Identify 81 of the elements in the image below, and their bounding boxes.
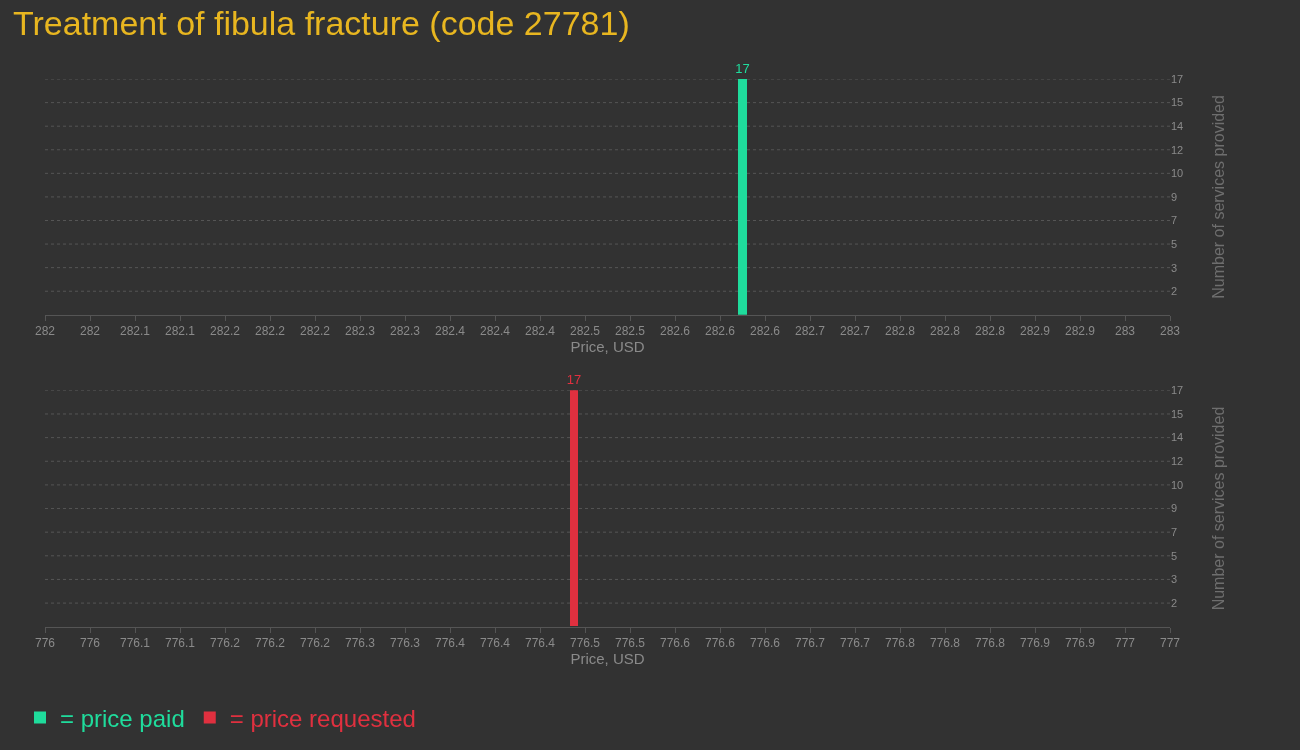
y-tick-label: 9 [1171, 190, 1178, 203]
x-tick-label: 282.3 [389, 324, 421, 339]
y-tick-label: 12 [1171, 455, 1184, 468]
x-tick-label: 776.9 [1019, 636, 1051, 651]
x-tick-label: 776 [34, 636, 56, 651]
x-tick-label: 777 [1114, 636, 1136, 651]
y-tick-label: 9 [1171, 502, 1178, 515]
x-tick-label: 776.5 [614, 636, 646, 651]
y-tick-label: 7 [1171, 526, 1178, 539]
x-tick-label: 776.1 [164, 636, 196, 651]
x-tick-label: 282 [79, 324, 101, 339]
x-tick-label: 282.1 [164, 324, 196, 339]
x-tick-label: 776.5 [569, 636, 601, 651]
x-tick-label: 776.4 [479, 636, 511, 651]
x-tick-label: 776.2 [254, 636, 286, 651]
y-tick-label: 17 [1171, 384, 1184, 397]
x-tick-label: 282.8 [929, 324, 961, 339]
x-tick-label: 282.4 [479, 324, 511, 339]
x-tick-label: 282.8 [974, 324, 1006, 339]
x-tick-label: 283 [1159, 324, 1181, 339]
y-tick-label: 7 [1171, 214, 1178, 227]
y-tick-label: 15 [1171, 407, 1184, 420]
y-tick-label: 3 [1171, 261, 1178, 274]
legend-label: = price requested [229, 704, 416, 732]
x-tick-label: 776.8 [884, 636, 916, 651]
x-tick-label: 776.3 [389, 636, 421, 651]
x-tick-label: 282.7 [839, 324, 871, 339]
x-tick-label: 776 [79, 636, 101, 651]
x-tick-label: 282.4 [524, 324, 556, 339]
y-tick-label: 2 [1171, 596, 1178, 609]
y-tick-label: 17 [1171, 72, 1184, 85]
x-tick-label: 776.6 [749, 636, 781, 651]
x-axis-title: Price, USD [570, 338, 645, 356]
x-tick-label: 282.2 [209, 324, 241, 339]
x-tick-label: 776.8 [974, 636, 1006, 651]
x-tick-label: 776.2 [209, 636, 241, 651]
x-tick-label: 282.9 [1064, 324, 1096, 339]
x-tick-label: 776.4 [524, 636, 556, 651]
data-label: 17 [566, 372, 582, 388]
x-tick-label: 282.2 [299, 324, 331, 339]
x-tick-label: 282.6 [704, 324, 736, 339]
x-tick-label: 282.2 [254, 324, 286, 339]
x-tick-label: 776.7 [794, 636, 826, 651]
x-tick-label: 776.1 [119, 636, 151, 651]
y-tick-label: 12 [1171, 143, 1184, 156]
x-tick-label: 282 [34, 324, 56, 339]
x-tick-label: 282.7 [794, 324, 826, 339]
y-tick-label: 14 [1171, 120, 1184, 133]
y-tick-label: 15 [1171, 96, 1184, 109]
y-tick-label: 10 [1171, 478, 1184, 491]
x-tick-label: 776.3 [344, 636, 376, 651]
x-tick-label: 282.5 [569, 324, 601, 339]
x-axis-title: Price, USD [570, 650, 645, 668]
x-tick-label: 776.7 [839, 636, 871, 651]
x-tick-label: 282.5 [614, 324, 646, 339]
y-tick-label: 2 [1171, 285, 1178, 298]
chart-title: Treatment of fibula fracture (code 27781) [13, 4, 630, 43]
y-axis-title: Number of services provided [1209, 406, 1227, 611]
x-tick-label: 776.2 [299, 636, 331, 651]
x-tick-label: 282.9 [1019, 324, 1051, 339]
legend-label: = price paid [60, 704, 185, 732]
x-tick-label: 776.8 [929, 636, 961, 651]
data-label: 17 [735, 61, 750, 77]
x-tick-label: 282.3 [344, 324, 376, 339]
x-tick-label: 776.6 [659, 636, 691, 651]
x-tick-label: 283 [1114, 324, 1136, 339]
x-tick-label: 776.6 [704, 636, 736, 651]
y-tick-label: 5 [1171, 549, 1178, 562]
y-tick-label: 10 [1171, 167, 1184, 180]
y-axis-title: Number of services provided [1209, 95, 1227, 299]
x-tick-label: 776.9 [1064, 636, 1096, 651]
y-tick-label: 3 [1171, 573, 1178, 586]
x-tick-label: 282.6 [659, 324, 691, 339]
x-tick-label: 777 [1159, 636, 1181, 651]
x-tick-label: 776.4 [434, 636, 466, 651]
x-tick-label: 282.6 [749, 324, 781, 339]
x-tick-label: 282.1 [119, 324, 151, 339]
y-tick-label: 14 [1171, 431, 1184, 444]
x-tick-label: 282.8 [884, 324, 916, 339]
y-tick-label: 5 [1171, 237, 1178, 250]
x-tick-label: 282.4 [434, 324, 466, 339]
